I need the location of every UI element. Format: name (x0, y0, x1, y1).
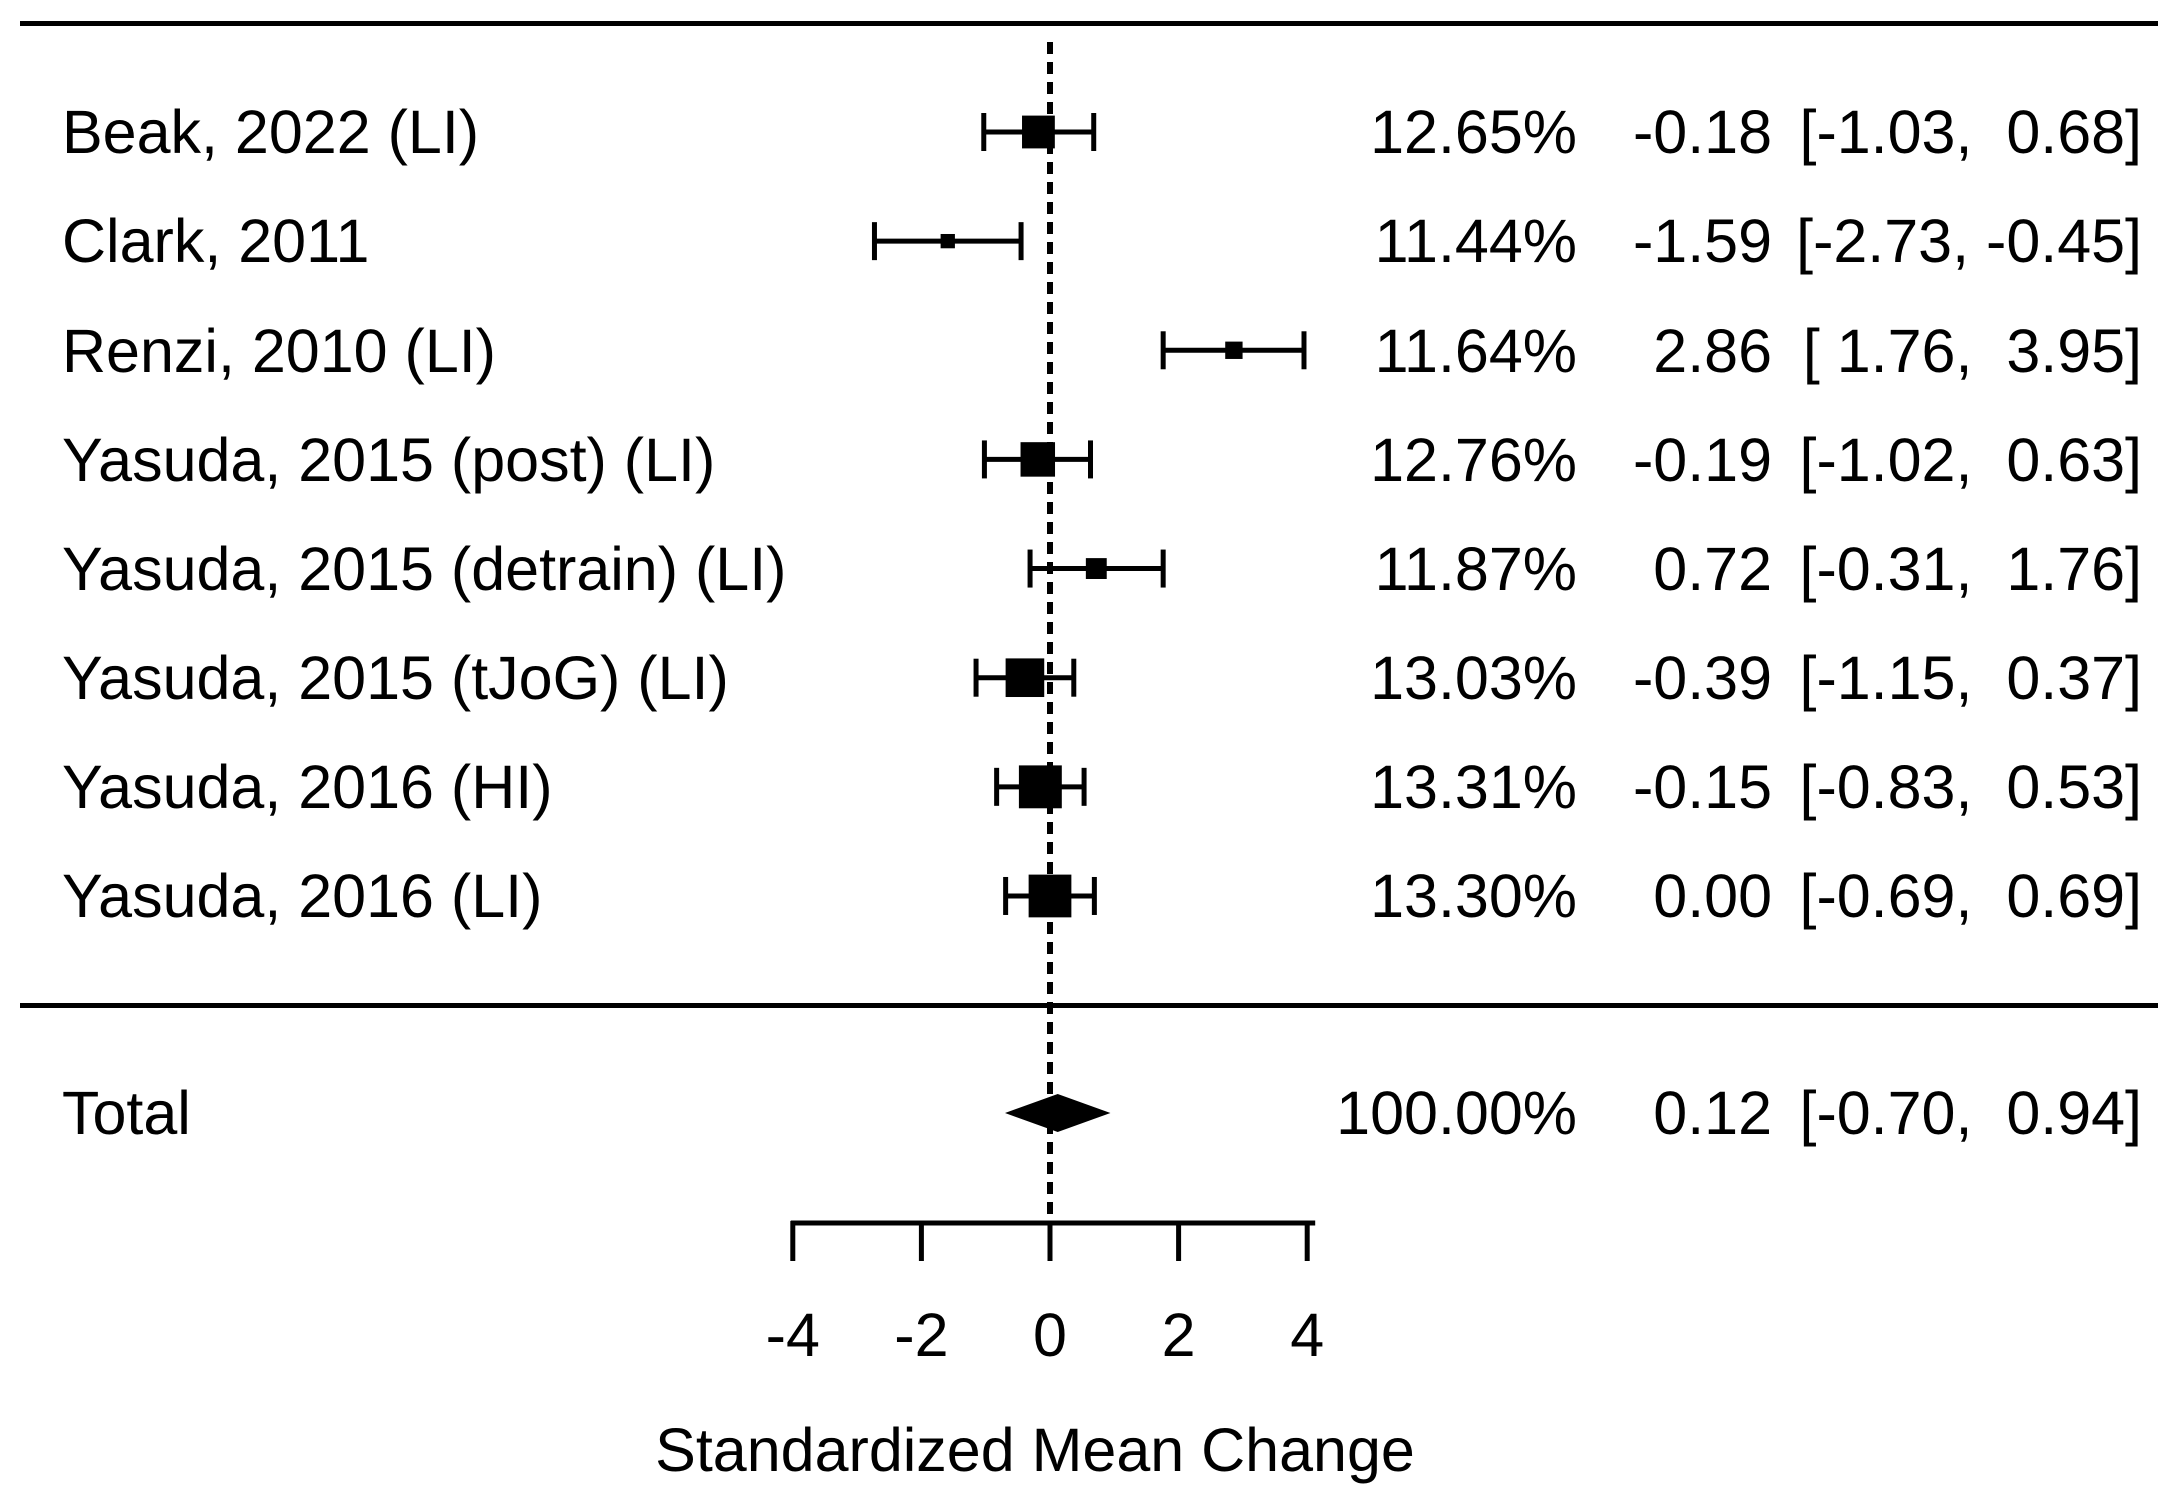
axis-tick-label: -2 (894, 1301, 949, 1369)
study-estimate: -1.59 (1632, 207, 1772, 275)
axis-tick-label: 4 (1290, 1301, 1325, 1369)
study-ci: -0.19 [-1.02, 0.63] (1602, 406, 2142, 514)
x-axis-title: Standardized Mean Change (655, 1416, 1415, 1484)
study-estimate: -0.15 (1632, 753, 1772, 821)
study-weight: 11.44% (1374, 207, 1577, 275)
study-estimate: 2.86 (1653, 317, 1772, 385)
study-weight: 13.30% (1370, 862, 1577, 930)
study-weight: 13.03% (1370, 644, 1577, 712)
study-row: Yasuda, 2016 (LI) 13.30% 0.00 [-0.69, 0.6… (0, 842, 2169, 950)
study-interval: [-0.69, 0.69] (1799, 862, 2143, 930)
axis-tick-label: 2 (1161, 1301, 1196, 1369)
study-label: Renzi, 2010 (LI) (62, 317, 496, 385)
study-ci: 2.86 [ 1.76, 3.95] (1602, 297, 2142, 405)
study-weight: 11.87% (1374, 535, 1577, 603)
study-label: Yasuda, 2015 (detrain) (LI) (62, 535, 787, 603)
effect-square (940, 233, 955, 249)
study-label: Yasuda, 2015 (tJoG) (LI) (62, 644, 729, 712)
study-row: Yasuda, 2015 (detrain) (LI) 11.87% 0.72 [… (0, 515, 2169, 623)
study-interval: [-1.03, 0.68] (1799, 98, 2143, 166)
summary-diamond (1004, 1094, 1111, 1132)
study-estimate: -0.19 (1632, 426, 1772, 494)
total-interval: [-0.70, 0.94] (1799, 1079, 2143, 1147)
total-row: Total 100.00% 0.12 [-0.70, 0.94] (0, 1059, 2169, 1167)
effect-square (1005, 658, 1045, 698)
effect-square (1022, 115, 1055, 149)
total-label: Total (62, 1079, 191, 1147)
study-row: Beak, 2022 (LI) 12.65% -0.18 [-1.03, 0.68… (0, 78, 2169, 186)
study-weight: 12.76% (1370, 426, 1577, 494)
study-estimate: -0.18 (1632, 98, 1772, 166)
study-interval: [ 1.76, 3.95] (1802, 317, 2142, 385)
study-estimate: 0.00 (1653, 862, 1772, 930)
top-rule (20, 21, 2158, 26)
study-row: Yasuda, 2016 (HI) 13.31% -0.15 [-0.83, 0.… (0, 733, 2169, 841)
study-estimate: 0.72 (1653, 535, 1772, 603)
study-weight: 13.31% (1370, 753, 1577, 821)
study-ci: -0.15 [-0.83, 0.53] (1602, 733, 2142, 841)
separator-rule (20, 1003, 2158, 1008)
study-weight: 11.64% (1374, 317, 1577, 385)
study-row: Yasuda, 2015 (tJoG) (LI) 13.03% -0.39 [-1… (0, 624, 2169, 732)
study-ci: -1.59 [-2.73, -0.45] (1602, 187, 2142, 295)
axis-tick-label: 0 (1033, 1301, 1067, 1369)
axis-tick-label: -4 (765, 1301, 820, 1369)
study-ci: -0.18 [-1.03, 0.68] (1602, 78, 2142, 186)
effect-square (1225, 341, 1243, 359)
study-label: Beak, 2022 (LI) (62, 98, 480, 166)
study-ci: -0.39 [-1.15, 0.37] (1602, 624, 2142, 732)
effect-square (1020, 442, 1056, 477)
study-label: Yasuda, 2016 (HI) (62, 753, 553, 821)
study-interval: [-0.31, 1.76] (1799, 535, 2143, 603)
study-ci: 0.72 [-0.31, 1.76] (1602, 515, 2142, 623)
study-interval: [-2.73, -0.45] (1796, 207, 2142, 275)
study-interval: [-1.02, 0.63] (1799, 426, 2143, 494)
effect-square (1018, 765, 1062, 809)
total-weight: 100.00% (1336, 1079, 1577, 1147)
study-row: Yasuda, 2015 (post) (LI) 12.76% -0.19 [-1… (0, 406, 2169, 514)
total-ci: 0.12 [-0.70, 0.94] (1602, 1059, 2142, 1167)
study-estimate: -0.39 (1632, 644, 1772, 712)
study-row: Clark, 2011 11.44% -1.59 [-2.73, -0.45] (0, 187, 2169, 295)
study-interval: [-0.83, 0.53] (1799, 753, 2143, 821)
study-weight: 12.65% (1370, 98, 1577, 166)
total-estimate: 0.12 (1653, 1079, 1772, 1147)
study-label: Yasuda, 2015 (post) (LI) (62, 426, 716, 494)
effect-square (1085, 558, 1107, 579)
study-label: Yasuda, 2016 (LI) (62, 862, 543, 930)
study-interval: [-1.15, 0.37] (1799, 644, 2143, 712)
study-row: Renzi, 2010 (LI) 11.64% 2.86 [ 1.76, 3.95… (0, 297, 2169, 405)
effect-square (1028, 874, 1072, 918)
study-label: Clark, 2011 (62, 207, 370, 275)
study-ci: 0.00 [-0.69, 0.69] (1602, 842, 2142, 950)
